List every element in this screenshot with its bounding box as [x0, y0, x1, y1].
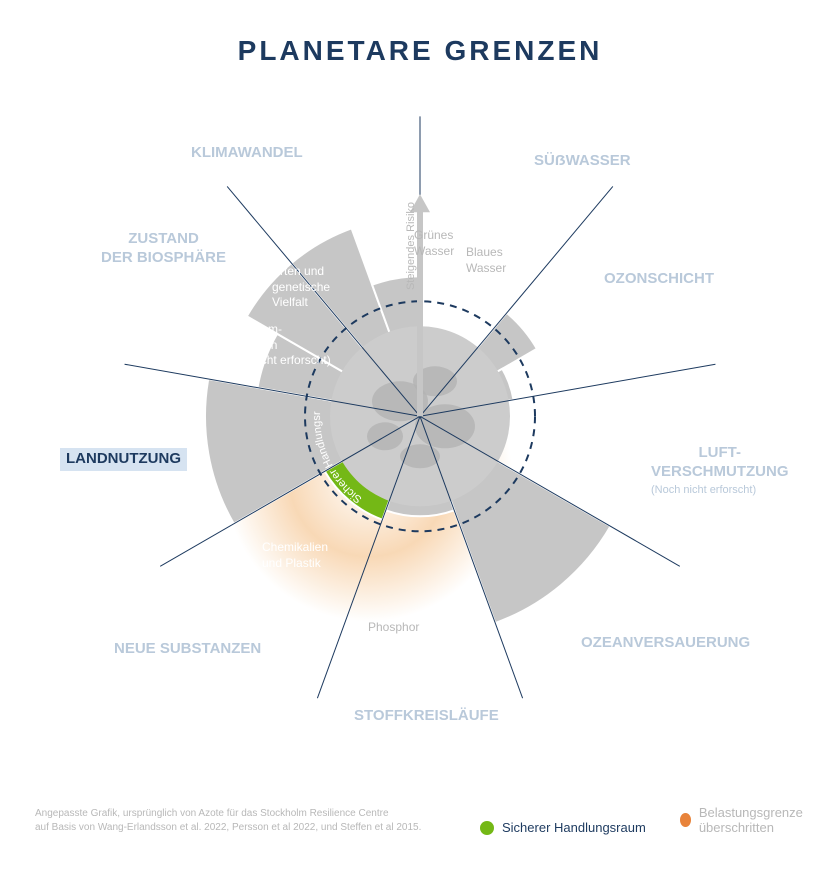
boundary-label: SÜẞWASSER — [528, 150, 637, 173]
boundary-label: KLIMAWANDEL — [185, 142, 309, 165]
boundary-label: OZEANVERSAUERUNG — [575, 632, 756, 655]
radial-chart-svg: Sicherer Handlungsraum — [120, 116, 720, 716]
axis-label: Steigendes Risiko — [405, 202, 417, 290]
wedge-sub-label: Phosphor — [368, 620, 419, 636]
radial-chart: Sicherer Handlungsraum — [120, 116, 720, 721]
credit-text: Angepasste Grafik, ursprünglich von Azot… — [35, 807, 421, 835]
wedge-sub-label: Ökosystem- Funktionen (noch nicht erfors… — [218, 322, 331, 369]
boundary-label: OZONSCHICHT — [598, 268, 720, 291]
legend-color-dot — [480, 821, 494, 835]
boundary-label: ZUSTAND DER BIOSPHÄRE — [95, 228, 232, 270]
wedge-sub-label: Arten und genetische Vielfalt — [272, 264, 330, 311]
page-root: PLANETARE GRENZEN Sicherer Handlungsraum… — [0, 0, 840, 885]
wedge-sub-label: Stickstoff — [432, 614, 480, 630]
boundary-subnote: (Noch nicht erforscht) — [645, 482, 762, 500]
page-title: PLANETARE GRENZEN — [0, 35, 840, 67]
boundary-label: NEUE SUBSTANZEN — [108, 638, 267, 661]
legend-item: Belastungsgrenze überschritten — [680, 805, 840, 835]
legend-label: Belastungsgrenze überschritten — [699, 805, 840, 835]
wedge-sub-label: Grünes Wasser — [414, 228, 454, 259]
boundary-label: LANDNUTZUNG — [60, 448, 187, 471]
boundary-label: STOFFKREISLÄUFE — [348, 705, 505, 728]
legend-item: Sicherer Handlungsraum — [480, 820, 646, 835]
legend-label: Sicherer Handlungsraum — [502, 820, 646, 835]
wedge-sub-label: Blaues Wasser — [466, 245, 506, 276]
legend-color-dot — [680, 813, 691, 827]
boundary-label: LUFT- VERSCHMUTZUNG — [645, 442, 795, 484]
wedge-sub-label: Chemikalien und Plastik — [262, 540, 328, 571]
